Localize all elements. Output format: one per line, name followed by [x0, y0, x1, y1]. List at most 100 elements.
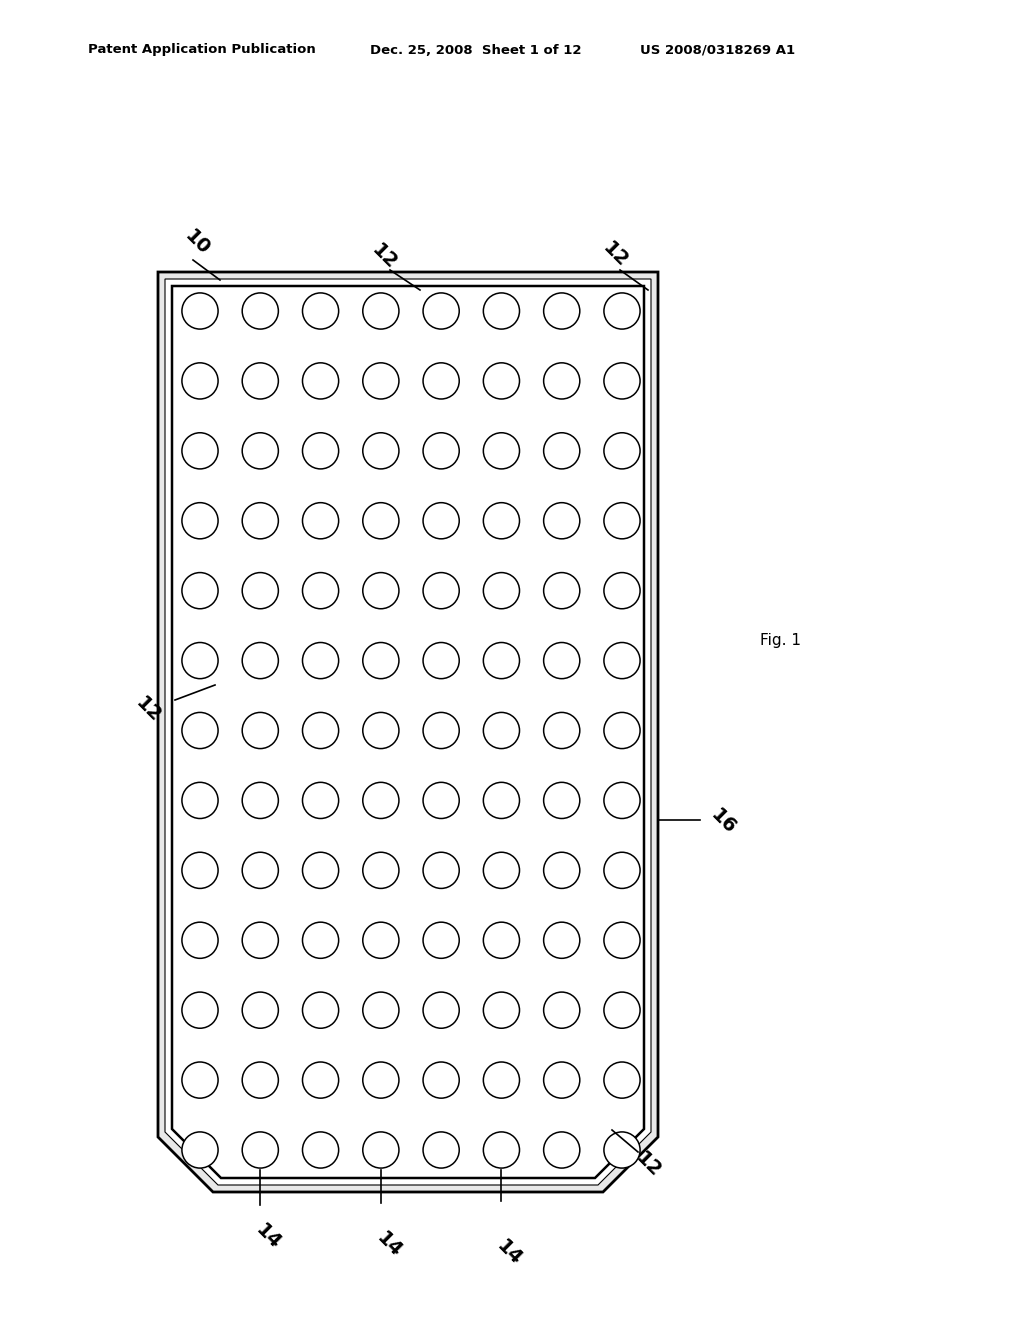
- Circle shape: [604, 363, 640, 399]
- Text: 12: 12: [368, 240, 400, 273]
- Circle shape: [243, 713, 279, 748]
- Circle shape: [604, 853, 640, 888]
- Circle shape: [362, 573, 399, 609]
- Text: US 2008/0318269 A1: US 2008/0318269 A1: [640, 44, 795, 57]
- Circle shape: [243, 643, 279, 678]
- Circle shape: [483, 923, 519, 958]
- Circle shape: [604, 433, 640, 469]
- Circle shape: [483, 363, 519, 399]
- Text: 10: 10: [181, 227, 213, 259]
- Circle shape: [604, 923, 640, 958]
- Circle shape: [302, 993, 339, 1028]
- Circle shape: [544, 573, 580, 609]
- Text: 14: 14: [252, 1221, 285, 1254]
- Circle shape: [604, 503, 640, 539]
- Circle shape: [302, 293, 339, 329]
- Circle shape: [302, 643, 339, 678]
- Circle shape: [243, 923, 279, 958]
- Circle shape: [423, 363, 459, 399]
- Circle shape: [544, 783, 580, 818]
- Circle shape: [544, 293, 580, 329]
- Circle shape: [604, 713, 640, 748]
- Polygon shape: [172, 286, 644, 1177]
- Polygon shape: [165, 279, 651, 1185]
- Circle shape: [423, 1063, 459, 1098]
- Text: 14: 14: [373, 1229, 406, 1262]
- Circle shape: [544, 433, 580, 469]
- Circle shape: [302, 853, 339, 888]
- Circle shape: [483, 853, 519, 888]
- Circle shape: [483, 1133, 519, 1168]
- Circle shape: [182, 1063, 218, 1098]
- Circle shape: [243, 853, 279, 888]
- Circle shape: [243, 503, 279, 539]
- Circle shape: [544, 1133, 580, 1168]
- Circle shape: [604, 293, 640, 329]
- Circle shape: [362, 923, 399, 958]
- Circle shape: [302, 363, 339, 399]
- Text: 12: 12: [132, 693, 164, 726]
- Circle shape: [243, 433, 279, 469]
- Circle shape: [423, 853, 459, 888]
- Circle shape: [483, 293, 519, 329]
- Circle shape: [483, 1063, 519, 1098]
- Text: 12: 12: [599, 239, 632, 272]
- Circle shape: [483, 713, 519, 748]
- Text: Patent Application Publication: Patent Application Publication: [88, 44, 315, 57]
- Circle shape: [483, 433, 519, 469]
- Circle shape: [302, 573, 339, 609]
- Circle shape: [182, 853, 218, 888]
- Circle shape: [423, 783, 459, 818]
- Circle shape: [362, 503, 399, 539]
- Circle shape: [182, 993, 218, 1028]
- Circle shape: [362, 1063, 399, 1098]
- Circle shape: [423, 293, 459, 329]
- Circle shape: [362, 713, 399, 748]
- Circle shape: [243, 1133, 279, 1168]
- Circle shape: [423, 1133, 459, 1168]
- Circle shape: [182, 783, 218, 818]
- Circle shape: [182, 363, 218, 399]
- Circle shape: [423, 503, 459, 539]
- Circle shape: [483, 993, 519, 1028]
- Text: Fig. 1: Fig. 1: [760, 632, 801, 648]
- Circle shape: [302, 783, 339, 818]
- Circle shape: [243, 1063, 279, 1098]
- Circle shape: [182, 503, 218, 539]
- Circle shape: [362, 363, 399, 399]
- Circle shape: [544, 643, 580, 678]
- Circle shape: [362, 783, 399, 818]
- Circle shape: [182, 923, 218, 958]
- Circle shape: [423, 433, 459, 469]
- Text: 16: 16: [707, 805, 739, 838]
- Circle shape: [302, 1133, 339, 1168]
- Circle shape: [243, 993, 279, 1028]
- Circle shape: [362, 1133, 399, 1168]
- Circle shape: [483, 783, 519, 818]
- Circle shape: [483, 573, 519, 609]
- Circle shape: [302, 1063, 339, 1098]
- Circle shape: [182, 643, 218, 678]
- Circle shape: [544, 503, 580, 539]
- Circle shape: [604, 1133, 640, 1168]
- Circle shape: [182, 1133, 218, 1168]
- Circle shape: [544, 853, 580, 888]
- Text: Dec. 25, 2008  Sheet 1 of 12: Dec. 25, 2008 Sheet 1 of 12: [370, 44, 582, 57]
- Circle shape: [243, 293, 279, 329]
- Circle shape: [243, 573, 279, 609]
- Circle shape: [182, 713, 218, 748]
- Circle shape: [423, 643, 459, 678]
- Circle shape: [544, 1063, 580, 1098]
- Circle shape: [362, 643, 399, 678]
- Circle shape: [362, 853, 399, 888]
- Circle shape: [604, 993, 640, 1028]
- Circle shape: [182, 293, 218, 329]
- Circle shape: [544, 363, 580, 399]
- Circle shape: [423, 573, 459, 609]
- Polygon shape: [158, 272, 658, 1192]
- Circle shape: [423, 713, 459, 748]
- Circle shape: [182, 433, 218, 469]
- Circle shape: [243, 363, 279, 399]
- Circle shape: [182, 573, 218, 609]
- Circle shape: [362, 293, 399, 329]
